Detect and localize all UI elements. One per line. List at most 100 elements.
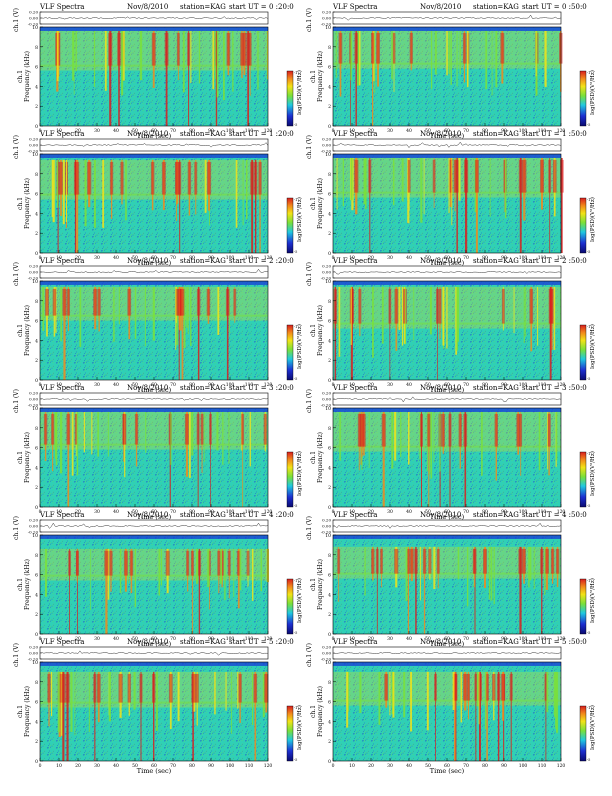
- sferic-streak: [476, 671, 479, 707]
- voltage-trace: [40, 522, 269, 529]
- colorbar-label: log(PSD)(V²/Hz): [296, 705, 303, 750]
- sferic-core: [51, 413, 55, 445]
- sferic-core: [192, 673, 197, 703]
- sferic-streak: [339, 31, 342, 97]
- sferic-core: [258, 161, 262, 195]
- sferic-core: [187, 32, 191, 66]
- sferic-streak: [119, 548, 122, 594]
- voltage-tick-label: 0.20: [29, 518, 38, 523]
- y-tick-label: 4: [328, 719, 331, 725]
- x-tick-label: 80: [482, 509, 488, 515]
- sferic-streak: [478, 671, 480, 725]
- sferic-streak: [186, 286, 188, 328]
- voltage-tick-label: 0.00: [29, 16, 38, 21]
- x-tick-label: 10: [56, 128, 62, 134]
- voltage-axis-label: ch.1 (V): [306, 135, 313, 159]
- y-tick-label: 10: [325, 25, 331, 31]
- sferic-core: [420, 413, 423, 447]
- y-tick-label: 10: [325, 533, 331, 539]
- x-tick-label: 50: [425, 636, 431, 642]
- x-tick-label: 70: [170, 636, 176, 642]
- y-tick-label: 4: [328, 592, 331, 598]
- spectrogram: [40, 408, 268, 507]
- sferic-core: [253, 673, 258, 703]
- y-tick-label: 0: [35, 759, 38, 765]
- sferic-core: [349, 288, 354, 324]
- x-tick-label: 80: [482, 636, 488, 642]
- x-tick-label: 50: [132, 255, 138, 261]
- voltage-tick-label: 0.00: [29, 143, 38, 148]
- sferic-streak: [369, 158, 371, 253]
- x-tick-label: 120: [264, 255, 273, 261]
- sferic-streak: [475, 671, 477, 761]
- sferic-streak: [56, 31, 59, 82]
- sferic-core: [151, 32, 156, 66]
- sferic-streak: [391, 412, 394, 469]
- sferic-streak: [359, 31, 361, 86]
- voltage-tick-label: 0.20: [29, 137, 38, 142]
- sferic-streak: [187, 286, 189, 334]
- sferic-streak: [357, 31, 360, 86]
- sferic-streak: [251, 159, 254, 253]
- sferic-streak: [547, 412, 548, 470]
- sferic-streak: [420, 158, 423, 223]
- colorbar: [579, 578, 587, 635]
- spectra-panel-11: VLF Spectra Nov/8/2010 station=KAG start UT…: [13, 638, 303, 775]
- x-tick-label: 40: [406, 509, 412, 515]
- sferic-streak: [405, 546, 408, 601]
- sferic-streak: [55, 412, 58, 466]
- colorbar-tick-bottom: -5: [587, 250, 590, 254]
- sferic-streak: [528, 546, 530, 588]
- frequency-axis-label: Frequency (kHz): [317, 178, 324, 229]
- colorbar-tick-top: -1: [294, 71, 297, 75]
- sferic-core: [483, 548, 487, 574]
- sferic-streak: [93, 159, 96, 228]
- sferic-streak: [94, 671, 96, 761]
- sferic-streak: [381, 286, 384, 344]
- sferic-core: [168, 413, 172, 445]
- panel-start-ut: 3 :50:0: [562, 384, 587, 392]
- x-tick-label: 30: [94, 509, 100, 515]
- sferic-core: [197, 550, 202, 576]
- colorbar-tick-top: -1: [294, 325, 297, 329]
- sferic-core: [394, 288, 399, 324]
- colorbar-tick-top: -1: [294, 452, 297, 456]
- y-tick-label: 10: [32, 406, 38, 412]
- sferic-streak: [372, 31, 374, 126]
- sferic-streak: [84, 159, 87, 227]
- voltage-axis-label: ch.1 (V): [13, 643, 20, 667]
- sferic-streak: [175, 286, 177, 350]
- x-tick-label: 80: [189, 509, 195, 515]
- sferic-core: [178, 161, 182, 195]
- x-tick-label: 60: [444, 636, 450, 642]
- x-tick-label: 40: [113, 509, 119, 515]
- panel-station: station=KAG: [180, 130, 226, 138]
- voltage-trace: [39, 142, 269, 148]
- sferic-core: [180, 288, 185, 316]
- upper-saturation-band: [333, 535, 561, 539]
- voltage-tick-label: 0.20: [322, 10, 331, 15]
- x-tick-label: 110: [245, 255, 254, 261]
- sferic-streak: [419, 546, 421, 601]
- sferic-core: [246, 550, 250, 576]
- sferic-core: [74, 413, 78, 445]
- frequency-axis-label: Frequency (kHz): [24, 51, 31, 102]
- y-tick-label: 8: [328, 299, 331, 305]
- sferic-core: [152, 673, 156, 703]
- sferic-streak: [217, 286, 220, 335]
- sferic-streak: [72, 31, 75, 81]
- x-tick-label: 90: [208, 763, 214, 769]
- spectra-panel-10: VLF Spectra Nov/8/2010 station=KAG start UT…: [306, 511, 596, 648]
- sferic-streak: [460, 671, 463, 723]
- y-tick-label: 0: [328, 251, 331, 257]
- voltage-tick-label: 0.20: [322, 137, 331, 142]
- sferic-streak: [493, 546, 495, 605]
- x-tick-label: 110: [245, 509, 254, 515]
- sferic-streak: [249, 412, 251, 467]
- spectra-panel-5: VLF Spectra Nov/8/2010 station=KAG start UT…: [13, 257, 303, 394]
- sferic-streak: [488, 546, 491, 600]
- y-tick-label: 6: [35, 573, 38, 579]
- y-tick-label: 10: [32, 533, 38, 539]
- panel-start-ut: 2 :50:0: [562, 257, 587, 265]
- x-tick-label: 20: [368, 509, 374, 515]
